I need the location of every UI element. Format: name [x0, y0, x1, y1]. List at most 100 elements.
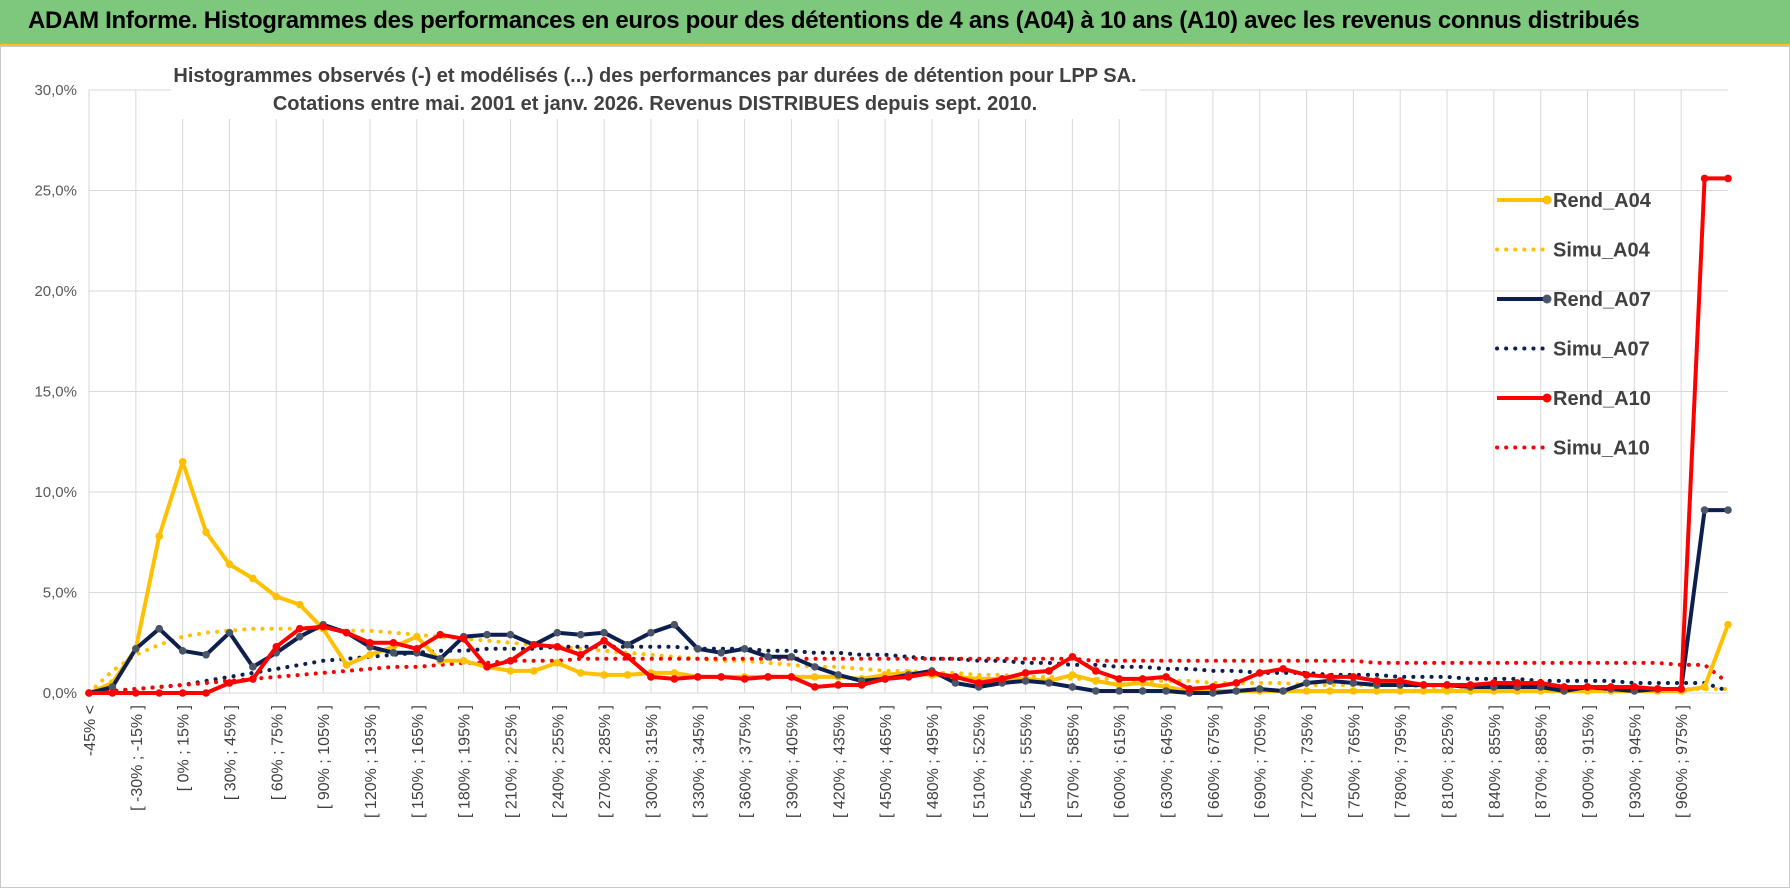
data-point [155, 624, 164, 633]
data-point [1162, 673, 1170, 681]
y-tick-label: 20,0% [34, 283, 77, 300]
x-tick-label: [ 570% ; 585% ] [1065, 705, 1082, 818]
data-point [436, 655, 445, 663]
data-point [249, 675, 257, 683]
x-tick-label: [ 210% ; 225% ] [503, 705, 520, 818]
data-point [108, 689, 117, 697]
data-point [459, 657, 468, 665]
data-point [178, 689, 187, 697]
data-point [530, 667, 538, 675]
data-point [1092, 667, 1100, 675]
legend-label: Rend_A10 [1553, 388, 1651, 410]
x-tick-label: [ 30% ; 45% ] [222, 705, 239, 800]
chart-frame: 0,0% 5,0% 10,0% 15,0% 20,0% 25,0% 30,0% -45% <… [0, 46, 1790, 888]
legend-item: Simu_A04 [1495, 240, 1651, 262]
data-point [1068, 671, 1077, 679]
data-point [1209, 689, 1217, 697]
data-point [506, 657, 515, 665]
series-line [88, 508, 1728, 695]
data-point [1466, 681, 1475, 689]
data-point [178, 458, 187, 466]
x-axis-ticks: -45% < [ -30% ; -15% ] [ 0% ; 15% ] [ 30% ;… [82, 705, 1691, 818]
gridlines [88, 89, 1728, 694]
data-point [1045, 679, 1053, 687]
data-point [155, 532, 164, 541]
data-point [717, 649, 725, 657]
x-tick-label: [ 810% ; 825% ] [1440, 705, 1457, 818]
data-point [202, 528, 210, 536]
data-point [1700, 683, 1709, 691]
data-point [202, 689, 210, 697]
legend-item: Simu_A07 [1495, 339, 1650, 361]
data-point [740, 644, 749, 653]
data-point [693, 644, 702, 653]
data-point [1349, 679, 1358, 687]
data-point [834, 681, 843, 689]
x-tick-label: [ 270% ; 285% ] [597, 705, 614, 818]
chart-title: Histogrammes observés (-) et modélisés (… [173, 65, 1136, 87]
data-point [670, 669, 679, 677]
data-point [132, 644, 140, 653]
data-point [1185, 685, 1194, 693]
data-point [834, 671, 843, 679]
x-tick-label: [ 510% ; 525% ] [972, 705, 989, 818]
data-point [1349, 687, 1358, 695]
x-tick-label: [ 780% ; 795% ] [1393, 705, 1410, 818]
x-tick-label: [ 240% ; 255% ] [550, 705, 567, 818]
x-tick-label: [ 420% ; 435% ] [831, 705, 848, 818]
legend-marker [1542, 294, 1552, 304]
data-point [1302, 679, 1311, 687]
data-point [483, 630, 491, 639]
data-point [295, 600, 304, 609]
x-tick-label: [ 120% ; 135% ] [363, 705, 380, 818]
data-point [1021, 677, 1030, 685]
data-point [1232, 679, 1241, 687]
data-point [1092, 677, 1100, 685]
x-tick-label: [ 900% ; 915% ] [1581, 705, 1598, 818]
data-point [647, 673, 655, 681]
data-point [413, 632, 421, 641]
x-tick-label: [ 540% ; 555% ] [1019, 705, 1036, 818]
x-tick-label: [ 450% ; 465% ] [878, 705, 895, 818]
data-point [1302, 687, 1311, 695]
data-point [1068, 683, 1077, 691]
data-point [576, 630, 585, 639]
data-point [811, 663, 819, 671]
legend-item: Rend_A10 [1497, 388, 1651, 410]
legend-item: Simu_A10 [1495, 438, 1650, 460]
data-point [881, 675, 889, 683]
data-point [1724, 506, 1732, 514]
data-point [951, 679, 960, 687]
data-point [1092, 687, 1100, 695]
data-point [342, 628, 351, 637]
data-point [1396, 677, 1404, 685]
data-point [1068, 653, 1077, 661]
data-point [366, 651, 374, 659]
data-point [553, 642, 562, 651]
data-point [600, 671, 608, 679]
data-point [1279, 687, 1287, 695]
data-point [1115, 675, 1124, 683]
data-point [1583, 683, 1592, 691]
x-tick-label: [ 690% ; 705% ] [1253, 705, 1270, 818]
data-point [1677, 685, 1685, 693]
data-point [1279, 665, 1287, 673]
legend: Rend_A04 Simu_A04 Rend_A07 Simu_A07 Rend_A10… [1495, 190, 1652, 460]
data-point [857, 681, 866, 689]
x-tick-label: [ 0% ; 15% ] [176, 705, 193, 791]
data-point [530, 640, 538, 649]
data-point [1021, 669, 1030, 677]
data-point [623, 640, 632, 649]
data-point [413, 644, 421, 653]
data-point [1560, 683, 1568, 691]
data-point [553, 628, 562, 637]
x-tick-label: [ 360% ; 375% ] [738, 705, 755, 818]
x-tick-label: [ 180% ; 195% ] [457, 705, 474, 818]
data-point [1653, 685, 1662, 693]
y-tick-label: 5,0% [43, 585, 77, 602]
data-point [202, 651, 210, 659]
data-point [670, 620, 679, 629]
data-point [1536, 679, 1545, 687]
y-tick-label: 0,0% [43, 685, 77, 702]
legend-item: Rend_A07 [1497, 289, 1651, 311]
